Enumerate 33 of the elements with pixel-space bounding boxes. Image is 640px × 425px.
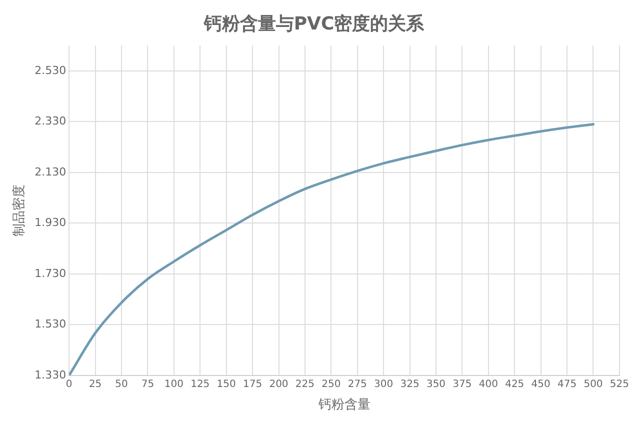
x-tick-label: 150: [216, 378, 236, 390]
x-tick-label: 200: [269, 378, 288, 390]
y-tick-label: 1.330: [34, 368, 66, 382]
x-tick-label: 250: [322, 378, 341, 390]
y-tick-label: 2.130: [34, 165, 66, 178]
x-tick-label: 50: [115, 378, 128, 390]
x-tick-label: 225: [295, 378, 315, 390]
y-tick-label: 1.530: [34, 318, 66, 331]
x-tick-label: 525: [610, 378, 630, 390]
y-tick-label: 1.930: [34, 216, 66, 230]
y-tick-label: 2.530: [34, 64, 66, 77]
x-axis-title: 钙粉含量: [317, 398, 370, 413]
x-tick-label: 25: [88, 378, 102, 390]
x-tick-label: 425: [505, 378, 524, 390]
x-tick-label: 125: [190, 378, 210, 390]
x-tick-label: 75: [141, 378, 154, 390]
x-tick-label: 325: [400, 378, 420, 390]
x-tick-label: 0: [66, 378, 72, 390]
chart-title: 钙粉含量与PVC密度的关系: [202, 13, 426, 34]
y-axis-title: 制品密度: [11, 184, 28, 236]
line-series: [69, 122, 594, 376]
x-tick-label: 275: [348, 378, 367, 390]
x-tick-label: 500: [584, 378, 603, 390]
x-tick-label: 375: [452, 378, 472, 390]
x-tick-label: 175: [243, 378, 262, 390]
y-tick-label: 1.730: [34, 266, 66, 280]
x-tick-label: 300: [374, 378, 394, 390]
x-tick-label: 400: [478, 378, 498, 390]
y-tick-label: 2.330: [34, 114, 66, 128]
x-tick-label: 475: [557, 378, 577, 390]
x-tick-label: 100: [164, 378, 184, 390]
x-tick-label: 350: [426, 378, 446, 390]
x-tick-label: 450: [531, 378, 550, 390]
